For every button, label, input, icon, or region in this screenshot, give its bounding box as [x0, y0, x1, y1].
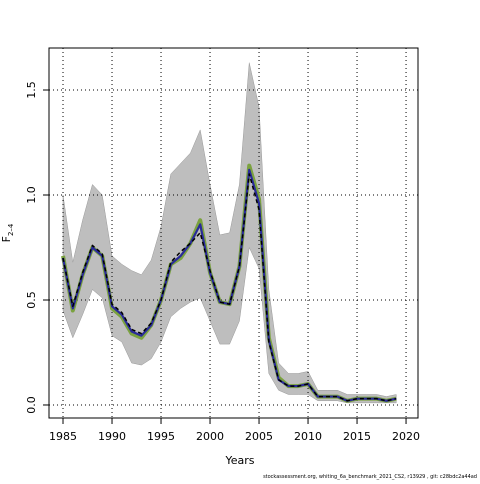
y-tick-label: 0.0	[25, 396, 38, 414]
x-tick-label: 2000	[196, 430, 224, 443]
x-tick-label: 1985	[49, 430, 77, 443]
confidence-band	[62, 62, 397, 404]
series-line	[62, 173, 397, 402]
x-axis-label: Years	[224, 454, 254, 467]
x-tick-label: 2010	[294, 430, 322, 443]
y-tick-label: 1.5	[25, 81, 38, 99]
x-tick-label: 2015	[343, 430, 371, 443]
y-axis-label: F2–4	[0, 223, 15, 242]
plot-frame	[48, 47, 419, 419]
x-tick-label: 1990	[98, 430, 126, 443]
y-label-sub: 2–4	[7, 223, 15, 236]
x-tick-label: 1995	[147, 430, 175, 443]
x-tick-label: 2020	[392, 430, 420, 443]
y-label-main: F	[0, 236, 13, 242]
y-tick-label: 1.0	[25, 186, 38, 204]
x-tick-label: 2005	[245, 430, 273, 443]
footnote: stockassessment.org, whiting_6a_benchmar…	[263, 474, 477, 480]
y-tick-label: 0.5	[25, 291, 38, 309]
